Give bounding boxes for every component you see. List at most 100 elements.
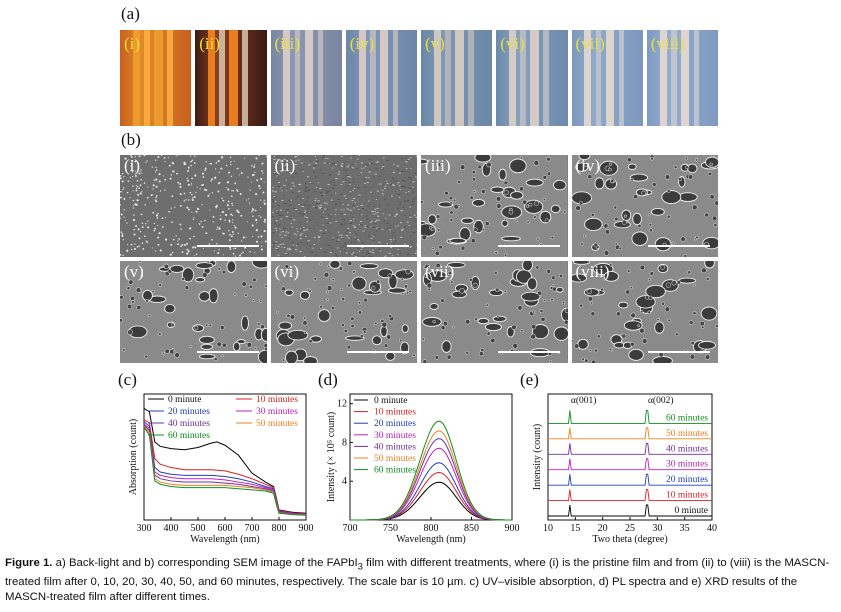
sem-label: (i)	[124, 156, 141, 175]
photo-label: (i)	[124, 34, 141, 53]
sem-label: (vi)	[274, 262, 300, 281]
scale-bar	[648, 245, 710, 247]
sem-label: (v)	[124, 262, 144, 281]
series-label: 20 minutes	[666, 475, 708, 485]
scale-bar	[347, 245, 409, 247]
film-stripe	[433, 30, 441, 126]
photo-label: (v)	[425, 34, 445, 53]
x-tick-label: 700	[245, 523, 260, 534]
film-stripe	[304, 30, 314, 126]
y-axis-label: Intensity (count)	[532, 424, 543, 490]
sem-image: (i)	[120, 155, 267, 257]
y-tick-label: 12	[337, 399, 347, 410]
film-stripe	[670, 30, 677, 126]
film-stripe	[392, 30, 399, 126]
panel-label-e: (e)	[520, 370, 539, 389]
panel-label-d: (d)	[318, 370, 338, 389]
x-tick-label: 25	[625, 523, 635, 534]
absorption-series-line	[143, 427, 307, 516]
film-stripe	[595, 30, 602, 126]
film-stripe	[455, 30, 464, 126]
sem-label: (vii)	[425, 262, 455, 281]
film-stripe	[154, 30, 163, 126]
y-tick-label: 8	[342, 437, 347, 448]
series-label: 40 minutes	[666, 444, 708, 454]
film-stripe	[509, 30, 517, 126]
legend-entry: 0 minute	[168, 395, 202, 405]
film-stripe	[530, 30, 539, 126]
scale-bar	[347, 351, 409, 353]
x-axis-label: Wavelength (nm)	[396, 534, 465, 545]
scale-bar	[497, 245, 560, 247]
x-tick-label: 800	[424, 523, 439, 534]
legend-entry: 10 minutes	[256, 395, 298, 405]
film-stripe	[520, 30, 527, 126]
photo-label: (viii)	[650, 34, 685, 53]
xrd-series-line	[548, 473, 712, 486]
series-label: 0 minute	[674, 506, 708, 516]
x-tick-label: 35	[680, 523, 690, 534]
legend-entry: 30 minutes	[256, 407, 298, 417]
film-stripe	[167, 30, 173, 126]
film-stripe	[445, 30, 451, 126]
uv-vis-absorption-chart: 300 400 500 600 700 800 900 Wavelength (nm) Abso…	[118, 390, 318, 550]
backlight-photo: (vi)	[496, 30, 568, 126]
legend-entry: 60 minutes	[168, 431, 210, 441]
xrd-chart: 10 15 20 25 30 35 40 Two theta (degree) Intensit…	[520, 390, 720, 550]
legend-entry: 50 minutes	[256, 419, 298, 429]
y-tick-label: 4	[342, 476, 347, 487]
x-tick-label: 40	[707, 523, 717, 534]
film-stripe	[358, 30, 366, 126]
photo-label: (ii)	[199, 34, 221, 53]
xrd-series-line	[548, 409, 712, 424]
backlight-photo: (vii)	[571, 30, 643, 126]
sem-label: (iii)	[425, 156, 451, 175]
film-stripe	[605, 30, 615, 126]
backlight-photo: (iv)	[345, 30, 417, 126]
pl-series-line	[349, 481, 513, 521]
series-label: 60 minutes	[666, 413, 708, 423]
scale-bar	[196, 351, 259, 353]
film-stripe	[229, 30, 238, 126]
film-stripe	[543, 30, 549, 126]
sem-image: (ii)	[270, 155, 417, 257]
scale-bar	[497, 351, 560, 353]
xrd-series-line	[548, 442, 712, 455]
xrd-series-line	[548, 489, 712, 502]
y-axis-label: Absorption (count)	[128, 419, 139, 495]
figure-caption: Figure 1. a) Back-light and b) correspon…	[5, 556, 837, 606]
legend-entry: 30 minutes	[374, 431, 416, 441]
panel-label-c: (c)	[118, 370, 137, 389]
series-label: 50 minutes	[666, 429, 708, 439]
x-tick-label: 10	[543, 523, 553, 534]
scale-bar	[648, 351, 710, 353]
film-stripe	[659, 30, 667, 126]
x-axis-label: Two theta (degree)	[592, 534, 667, 545]
backlight-photo: (i)	[120, 30, 192, 126]
pl-series-line	[349, 472, 513, 521]
sem-image: (iii)	[421, 155, 568, 257]
sem-image: (viii)	[571, 261, 718, 363]
backlight-photo: (viii)	[646, 30, 718, 126]
pl-series-line	[349, 420, 513, 521]
y-axis-label: Intensity (× 10⁵ count)	[326, 412, 337, 503]
legend-entry: 10 minutes	[374, 408, 416, 418]
film-stripe	[294, 30, 301, 126]
pl-spectra-chart: 700 750 800 850 900 4 8 12 Wavelength (nm) Intens…	[318, 390, 520, 550]
film-stripe	[132, 30, 140, 126]
sem-label: (viii)	[575, 262, 610, 281]
series-label: 30 minutes	[666, 460, 708, 470]
film-stripe	[369, 30, 376, 126]
caption-text-2: film with different treatments, where (i…	[5, 557, 830, 604]
film-stripe	[468, 30, 474, 126]
film-stripe	[144, 30, 150, 126]
sem-label: (ii)	[274, 156, 296, 175]
legend-entry: 20 minutes	[374, 419, 416, 429]
x-tick-label: 850	[464, 523, 479, 534]
scale-bar	[196, 245, 259, 247]
caption-text-1: a) Back-light and b) corresponding SEM i…	[52, 557, 358, 569]
photo-label: (vii)	[575, 34, 605, 53]
backlight-photo: (v)	[421, 30, 493, 126]
backlight-photo: (iii)	[270, 30, 342, 126]
photo-label: (vi)	[500, 34, 525, 53]
